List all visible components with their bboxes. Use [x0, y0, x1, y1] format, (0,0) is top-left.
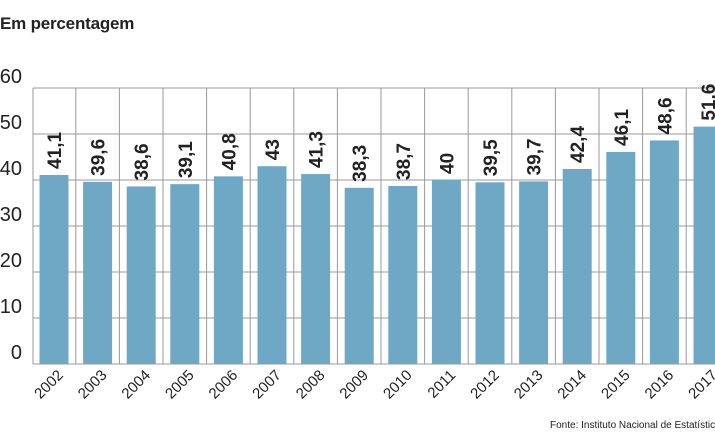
- y-tick-label: 0: [11, 342, 22, 364]
- bar: [344, 187, 374, 364]
- y-tick-label: 10: [0, 296, 22, 318]
- bar: [562, 168, 592, 364]
- data-label: 43: [263, 139, 284, 160]
- x-tick-label: 2012: [467, 367, 503, 403]
- data-label: 51,6: [699, 84, 715, 121]
- data-label: 39,1: [176, 141, 197, 178]
- bar: [257, 166, 287, 364]
- data-label: 48,6: [655, 97, 676, 134]
- x-tick-label: 2011: [424, 367, 459, 402]
- data-label: 39,7: [525, 138, 546, 175]
- x-tick-label: 2004: [118, 367, 154, 403]
- bar: [170, 184, 200, 364]
- x-tick-label: 2002: [31, 367, 67, 403]
- data-label: 38,7: [394, 143, 415, 180]
- data-label: 38,6: [132, 143, 153, 180]
- x-axis-ticks: 2002 2003 2004 2005 2006 2007 2008 2009 2010 2011…: [31, 367, 715, 403]
- data-label: 40,8: [219, 133, 240, 170]
- x-tick-label: 2003: [75, 367, 111, 403]
- bar: [519, 181, 549, 364]
- x-tick-label: 2009: [336, 367, 372, 403]
- bar: [431, 180, 461, 364]
- x-tick-label: 2017: [685, 367, 715, 403]
- data-labels: 41,1 39,6 38,6 39,1 40,8 43 41,3 38,3 38,7 40 39,5…: [45, 84, 715, 182]
- y-tick-label: 30: [0, 204, 22, 226]
- bar: [39, 174, 69, 364]
- bar: [388, 185, 418, 364]
- bar: [83, 181, 113, 364]
- data-label: 42,4: [568, 126, 589, 163]
- x-tick-label: 2016: [642, 367, 678, 403]
- x-tick-label: 2006: [206, 367, 242, 403]
- grid-lines: [32, 87, 715, 365]
- data-label: 39,5: [481, 139, 502, 176]
- y-tick-label: 50: [0, 112, 22, 134]
- chart-subtitle: Em percentagem: [0, 14, 135, 33]
- source-note: Fonte: Instituto Nacional de Estatística: [550, 420, 715, 431]
- y-tick-label: 20: [0, 250, 22, 272]
- data-label: 41,3: [307, 131, 328, 168]
- data-label: 41,1: [45, 132, 66, 169]
- bar: [649, 140, 679, 364]
- x-tick-label: 2010: [380, 367, 416, 403]
- data-label: 46,1: [612, 109, 633, 146]
- bar: [301, 174, 331, 364]
- bar: [606, 151, 636, 364]
- data-label: 40: [437, 153, 458, 174]
- bar: [126, 186, 156, 364]
- y-tick-label: 40: [0, 158, 22, 180]
- bar: [213, 176, 243, 364]
- x-tick-label: 2005: [162, 367, 198, 403]
- x-tick-label: 2014: [554, 367, 590, 403]
- data-label: 38,3: [350, 145, 371, 182]
- y-tick-label: 60: [0, 66, 22, 88]
- x-tick-label: 2008: [293, 367, 329, 403]
- x-tick-label: 2007: [249, 367, 285, 403]
- x-tick-label: 2015: [598, 367, 634, 403]
- bar: [475, 182, 505, 364]
- data-label: 39,6: [89, 139, 110, 176]
- y-axis-ticks: 0 10 20 30 40 50 60: [0, 66, 22, 364]
- x-tick-label: 2013: [511, 367, 547, 403]
- bars: [39, 126, 715, 364]
- bar: [693, 126, 715, 364]
